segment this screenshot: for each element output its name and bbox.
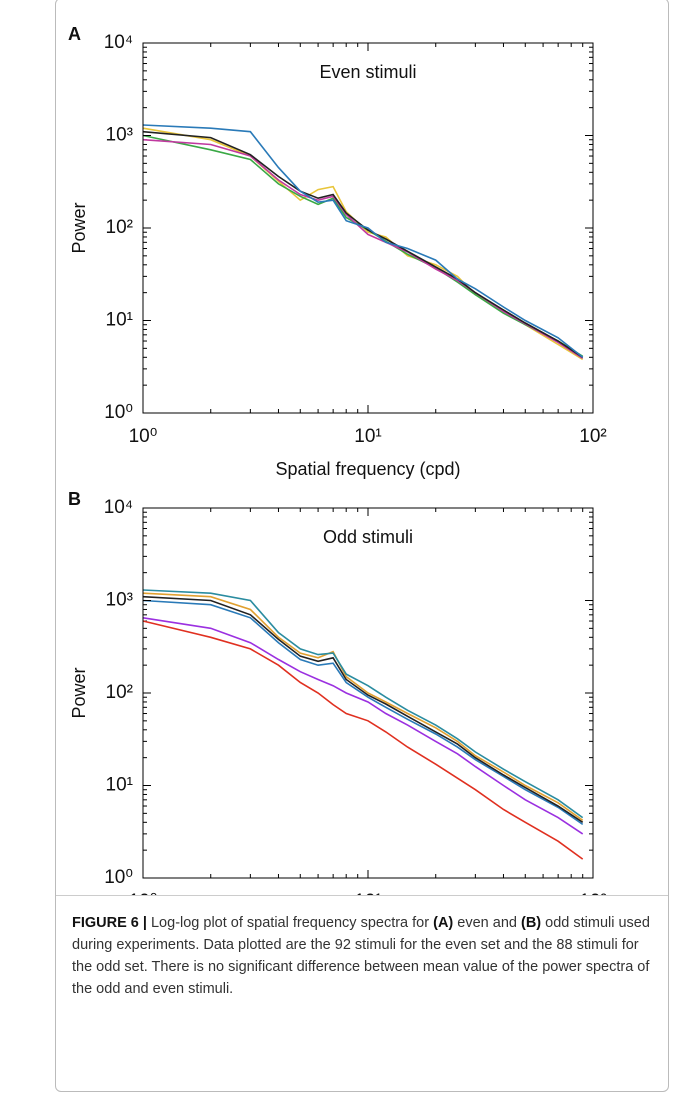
data-line [142,124,584,358]
panel-label: A [68,24,81,44]
data-line [142,595,584,823]
figure-frame [55,0,669,1092]
y-tick-label: 10⁰ [104,867,133,888]
y-tick-label: 10² [106,217,133,238]
data-line [142,138,584,359]
x-tick-label: 10¹ [354,426,381,447]
data-line [142,134,584,357]
y-tick-label: 10⁴ [104,497,133,518]
y-tick-label: 10³ [106,590,133,611]
y-tick-label: 10¹ [106,310,133,331]
y-tick-label: 10³ [106,125,133,146]
panel-label: B [68,489,81,509]
x-tick-label: 10¹ [354,891,381,895]
x-tick-label: 10⁰ [129,426,158,447]
data-line [142,599,584,826]
x-tick-label: 10² [579,426,606,447]
y-tick-label: 10⁰ [104,402,133,423]
data-line [142,592,584,821]
chart-title: Even stimuli [319,62,416,82]
figure: 10⁰ 10¹ 10² 10⁰ 10¹ 10² 10³ 10⁴ A Even stimuli Spa… [68,24,607,895]
caption-text: (B) [520,915,542,931]
data-line [142,130,584,358]
caption-text: odd stimuli used during experiments. Dat… [72,915,650,997]
x-tick-label: 10⁰ [129,891,158,895]
x-axis-title: Spatial frequency (cpd) [275,459,460,479]
caption-text: even and [453,915,521,931]
data-line [142,589,584,819]
data-line [142,617,584,835]
chart-title: Odd stimuli [323,527,413,547]
caption-text: (A) [433,915,454,931]
y-axis-title: Power [69,667,89,718]
y-axis-title: Power [69,202,89,253]
y-tick-label: 10² [106,682,133,703]
y-tick-label: 10⁴ [104,32,133,53]
caption-text: Log-log plot of spatial frequency spectr… [146,915,434,931]
data-line [142,127,584,361]
caption: FIGURE 6 | Log-log plot of spatial frequ… [56,895,668,1091]
x-tick-label: 10² [579,891,606,895]
y-tick-label: 10¹ [106,775,133,796]
caption-text: FIGURE 6 | [72,915,147,931]
data-line [142,620,584,860]
